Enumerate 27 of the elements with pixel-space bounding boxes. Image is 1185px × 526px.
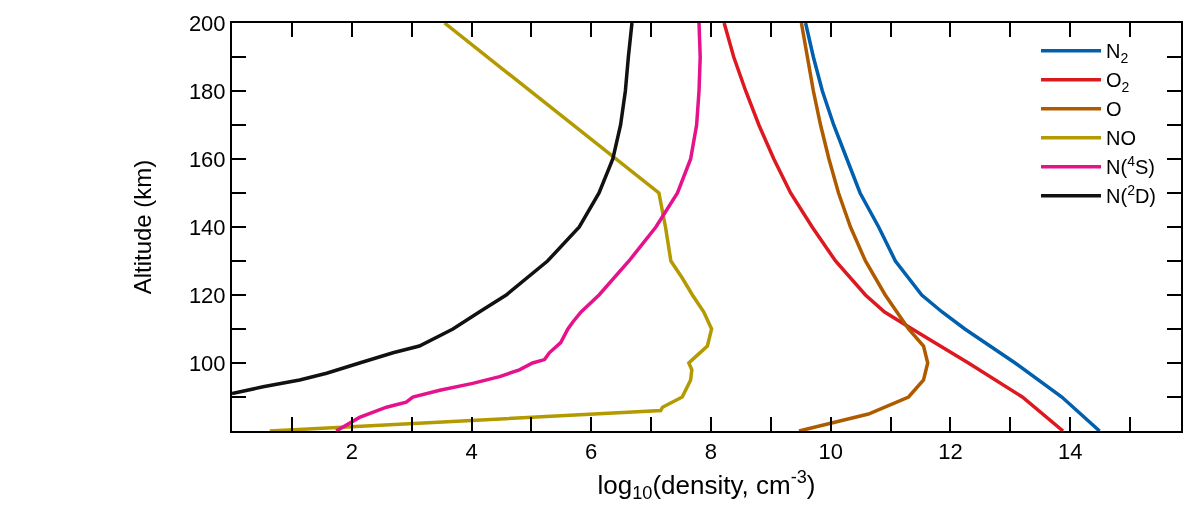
x-tick-label: 12 [938, 439, 963, 465]
legend-label: N($^{2}$D) [1106, 182, 1157, 208]
y-axis-title: Altitude (km) [129, 159, 157, 295]
line-series [334, 23, 702, 431]
x-tick-label: 10 [818, 439, 843, 465]
legend-label: O$_{2}$ [1106, 69, 1130, 95]
legend-label: N($^{4}$S) [1106, 153, 1155, 179]
legend-label: O [1106, 98, 1122, 121]
y-tick-label: 160 [188, 146, 226, 172]
x-tick-label: 2 [345, 439, 358, 465]
y-tick-label: 100 [188, 350, 226, 376]
y-tick-label: 120 [188, 282, 226, 308]
legend-label: NO [1106, 127, 1137, 150]
x-tick-label: 4 [465, 439, 478, 465]
y-tick-label: 140 [188, 214, 226, 240]
line-series [797, 23, 930, 431]
x-axis-title: log$_{10}$(density, cm$^{-3}$) [597, 466, 816, 504]
line-series [722, 23, 1065, 431]
x-tick-label: 14 [1057, 439, 1083, 465]
line-series [267, 23, 714, 431]
y-tick-label: 200 [188, 10, 226, 36]
y-tick-label: 180 [188, 78, 226, 104]
x-tick-label: 6 [585, 439, 598, 465]
legend-label: N$_{2}$ [1106, 40, 1129, 66]
line-series [232, 23, 634, 396]
x-tick-label: 8 [704, 439, 718, 465]
line-series [803, 23, 1102, 431]
